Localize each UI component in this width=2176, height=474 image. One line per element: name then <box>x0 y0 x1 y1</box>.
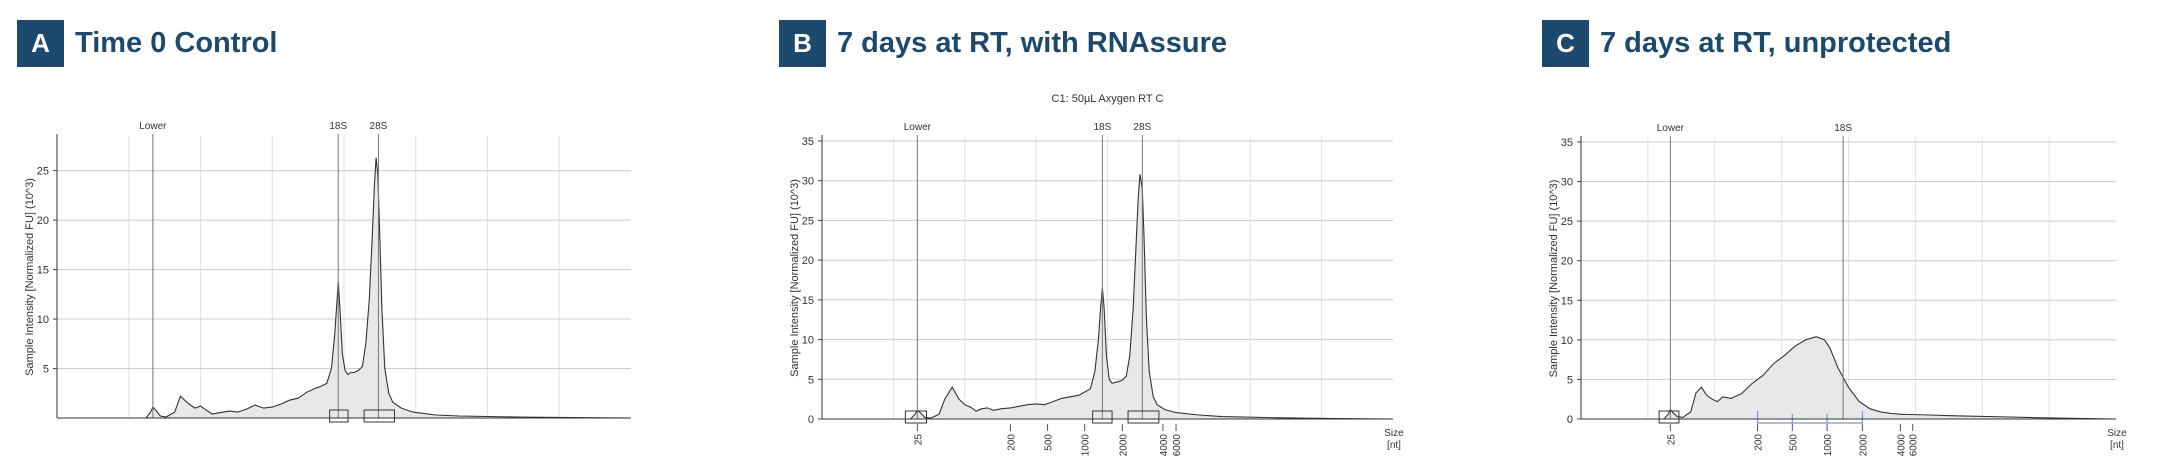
trace-area <box>1581 336 2116 419</box>
y-tick-label: 35 <box>802 136 814 148</box>
integration-region <box>1092 410 1113 424</box>
y-tick-label: 30 <box>802 176 814 188</box>
marker-label: Lower <box>1657 123 1685 134</box>
marker-label: 18S <box>1093 122 1111 133</box>
y-tick-label: 5 <box>1567 374 1573 386</box>
y-tick-label: 10 <box>1561 335 1573 347</box>
integration-region <box>1658 410 1680 424</box>
y-tick-label: 15 <box>37 265 49 277</box>
chart-title: C1: 50µL Axygen RT C <box>1052 93 1164 105</box>
y-tick-label: 25 <box>1561 216 1573 228</box>
marker-label: 18S <box>1834 123 1852 134</box>
trace-line <box>822 174 1394 420</box>
x-tick-label: 6000 <box>1172 434 1183 457</box>
panel-b-title: 7 days at RT, with RNAssure <box>837 27 1227 59</box>
x-tick-label: 500 <box>1788 434 1799 451</box>
panel-c-electropherogram: 0 5 10 15 20 25 30 35 Sample Intensity [Normaliz… <box>1548 123 2127 457</box>
integration-region <box>363 409 396 423</box>
x-tick-label: 1000 <box>1081 434 1092 457</box>
smear-region <box>1756 411 1864 424</box>
trace-line <box>57 157 632 419</box>
marker-label: 18S <box>329 121 347 132</box>
marker-label: 28S <box>1133 122 1151 133</box>
y-tick-label: 25 <box>37 166 49 178</box>
y-axis-label: Sample Intensity [Normalized FU] (10^3) <box>1548 180 1560 378</box>
y-tick-label: 20 <box>802 255 814 267</box>
panel-a-badge: A <box>17 20 64 67</box>
panel-b-electropherogram: 0 5 10 15 20 25 30 35 Sample Intensity [Normaliz… <box>789 93 1404 457</box>
panel-a-title: Time 0 Control <box>75 27 278 59</box>
y-tick-label: 10 <box>37 314 49 326</box>
x-tick-label: 2000 <box>1118 434 1129 457</box>
y-axis-label: Sample Intensity [Normalized FU] (10^3) <box>24 178 36 376</box>
y-tick-label: 35 <box>1561 137 1573 149</box>
y-tick-label: 15 <box>1561 295 1573 307</box>
trace-line <box>1581 336 2117 420</box>
integration-region <box>1127 410 1160 424</box>
marker-label: Lower <box>904 122 932 133</box>
panel-b-badge: B <box>779 20 826 67</box>
panel-c: C 7 days at RT, unprotected 0 5 10 15 20 25 30… <box>1525 0 2176 474</box>
x-axis-unit: [nt] <box>1387 440 1401 451</box>
y-tick-label: 10 <box>802 335 814 347</box>
y-tick-label: 30 <box>1561 177 1573 189</box>
trace-area <box>822 174 1393 419</box>
x-axis-label: Size <box>1384 428 1404 439</box>
x-tick-label: 4000 <box>1896 434 1907 457</box>
x-axis-unit: [nt] <box>2110 440 2124 451</box>
panel-c-badge: C <box>1542 20 1589 67</box>
y-axis-label: Sample Intensity [Normalized FU] (10^3) <box>789 179 801 377</box>
y-tick-label: 20 <box>37 215 49 227</box>
y-tick-label: 0 <box>1567 414 1573 426</box>
x-axis-label: Size <box>2107 428 2127 439</box>
marker-label: 28S <box>370 121 388 132</box>
x-tick-label: 200 <box>1754 434 1765 451</box>
y-tick-label: 15 <box>802 295 814 307</box>
integration-region <box>329 409 349 423</box>
panel-a: A Time 0 Control 5 10 15 20 25 Sample Intensi… <box>0 0 700 474</box>
integration-region <box>904 410 927 424</box>
x-tick-label: 2000 <box>1858 434 1869 457</box>
y-tick-label: 5 <box>808 374 814 386</box>
marker-label: Lower <box>139 121 167 132</box>
y-tick-label: 20 <box>1561 256 1573 268</box>
x-tick-label: 25 <box>913 434 924 446</box>
panel-b: B 7 days at RT, with RNAssure 0 5 10 15 20 25… <box>762 0 1462 474</box>
y-tick-label: 25 <box>802 215 814 227</box>
x-tick-label: 4000 <box>1159 434 1170 457</box>
panel-c-title: 7 days at RT, unprotected <box>1600 27 1952 59</box>
x-tick-label: 200 <box>1006 434 1017 451</box>
x-tick-label: 500 <box>1044 434 1055 451</box>
y-tick-label: 0 <box>808 414 814 426</box>
x-tick-label: 6000 <box>1909 434 1920 457</box>
x-tick-label: 25 <box>1666 434 1677 446</box>
y-tick-label: 5 <box>43 364 49 376</box>
x-tick-label: 1000 <box>1823 434 1834 457</box>
